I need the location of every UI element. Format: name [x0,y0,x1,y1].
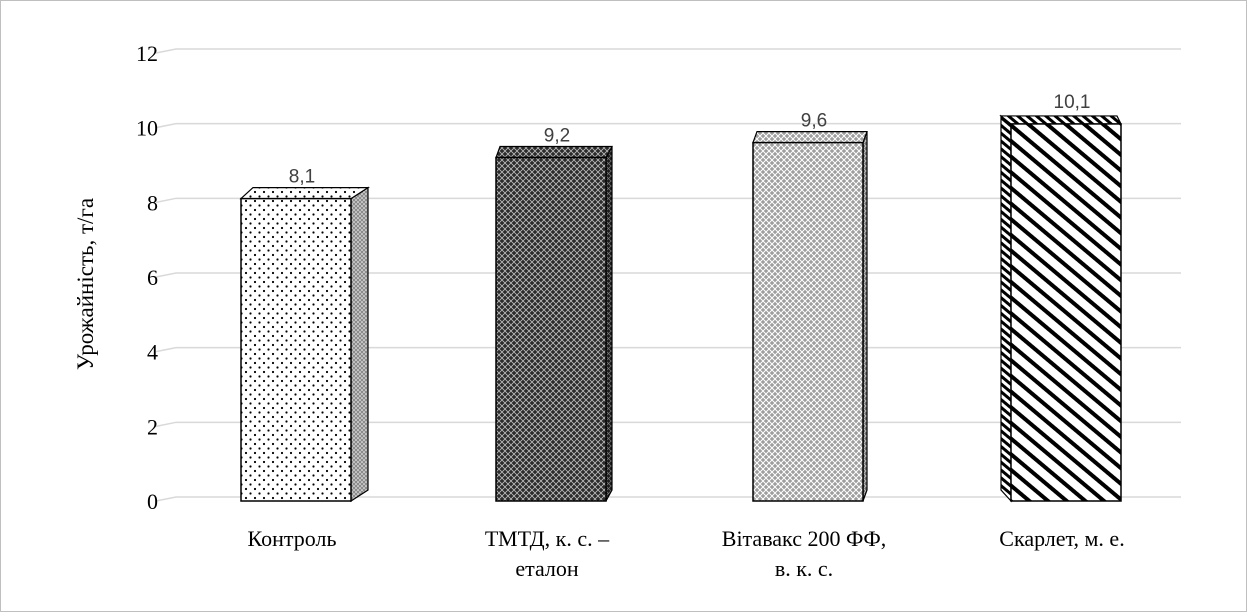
bar-2 [495,145,614,502]
bar-front [495,156,607,502]
data-label: 9,2 [544,126,570,147]
x-category-label: ТМТД, к. с. – еталон [485,526,610,581]
y-axis-label: Урожайність, т/га [73,198,98,370]
y-tick-label: 6 [147,265,158,290]
bar-side [605,146,613,502]
bar-top [752,131,868,144]
y-tick-label: 0 [147,489,158,514]
y-tick-label: 8 [147,190,158,215]
bar-top [495,145,614,159]
y-tick-label: 10 [136,116,158,141]
x-axis-categories: Контроль ТМТД, к. с. – еталон Вітавакс 200 … [248,526,1125,581]
y-axis-ticks: 0 2 4 6 8 10 12 [136,41,158,514]
data-label: 9,6 [801,111,827,132]
bar-side [1000,114,1012,503]
x-category-label: Вітавакс 200 ФФ, в. к. с. [722,526,886,581]
bar-top [239,187,371,200]
gridline-10 [155,122,1182,129]
bar-side [350,186,369,503]
bar-front [752,141,864,502]
data-label: 8,1 [289,167,315,188]
gridline-12 [155,48,1182,54]
data-label: 10,1 [1054,92,1091,113]
y-tick-label: 4 [147,340,158,365]
x-category-label: Контроль [248,526,337,551]
data-labels: 8,1 9,2 9,6 10,1 [289,92,1091,188]
bar-front [240,197,352,502]
y-tick-label: 12 [136,41,158,66]
gridlines [155,48,1182,502]
bar-1 [239,186,371,503]
bar-3 [752,131,868,502]
x-category-label: Скарлет, м. е. [999,526,1124,551]
bar-top [999,115,1122,125]
bar-front [1010,123,1122,502]
y-tick-label: 2 [147,414,158,439]
bar-4 [999,114,1122,503]
bars [239,114,1122,503]
